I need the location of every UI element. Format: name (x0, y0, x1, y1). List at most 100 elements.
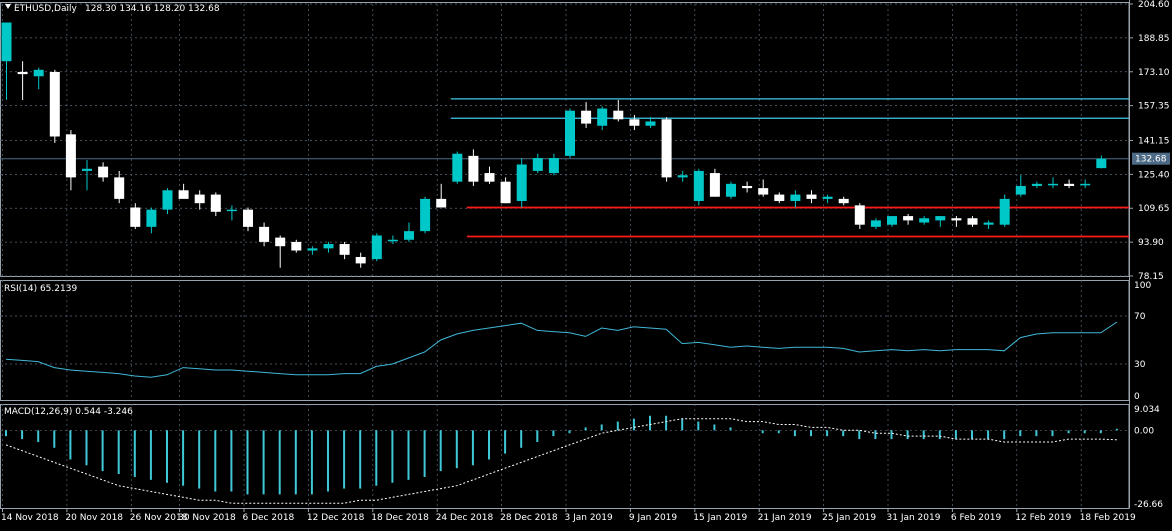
x-tick-label: 31 Jan 2019 (887, 513, 941, 523)
candle-body (951, 218, 962, 221)
candle-body (1048, 183, 1058, 186)
candle-body (371, 235, 382, 260)
candle-body (854, 205, 865, 225)
candle-body (790, 194, 801, 202)
candle-body (259, 226, 270, 242)
x-tick-label: 15 Jan 2019 (693, 513, 747, 523)
rsi-tick-label: 30 (1134, 360, 1146, 370)
candle-body (17, 71, 28, 75)
candle-body (967, 218, 978, 225)
candle-body (1064, 183, 1075, 186)
x-tick-label: 24 Dec 2018 (436, 513, 494, 523)
price-tick-label: 109.65 (1138, 204, 1170, 214)
candle-body (935, 216, 946, 221)
candle-body (178, 190, 189, 199)
rsi-label: RSI(14) 65.2139 (4, 284, 77, 294)
macd-signal-line (5, 418, 1117, 504)
candle-body (210, 194, 221, 212)
candle-body (1, 22, 12, 62)
candle-body (243, 209, 253, 227)
x-tick-label: 28 Dec 2018 (500, 513, 558, 523)
macd-tick-label: 9.034 (1134, 405, 1160, 415)
candle-body (516, 164, 527, 202)
candle-body (1096, 158, 1107, 169)
candle-body (452, 153, 463, 182)
candle-body (709, 173, 720, 197)
x-tick-label: 21 Jan 2019 (758, 513, 812, 523)
price-tick-label: 125.40 (1138, 170, 1170, 180)
rsi-panel (5, 321, 1118, 378)
level-lines (450, 98, 1129, 238)
candle-body (887, 216, 897, 225)
x-tick-label: 12 Dec 2018 (307, 513, 365, 523)
candle-body (130, 207, 141, 227)
rsi-tick-label: 0 (1134, 392, 1140, 402)
price-tick-label: 78.15 (1138, 272, 1164, 282)
x-tick-label: 20 Nov 2018 (65, 513, 123, 523)
candle-body (98, 166, 109, 178)
last-price-label: 132.68 (1135, 155, 1167, 165)
candle-body (532, 158, 543, 171)
candle-body (838, 198, 849, 204)
candle-body (903, 216, 914, 221)
candle-body (404, 231, 414, 240)
candle-body (484, 173, 495, 182)
last-price-badge (1132, 152, 1170, 165)
candle-body (275, 237, 286, 247)
candle-body (226, 209, 237, 212)
candle-body (33, 69, 44, 77)
candle-body (870, 220, 881, 227)
candle-body (629, 119, 640, 126)
candle-body (1031, 183, 1042, 186)
x-tick-label: 18 Feb 2019 (1080, 513, 1136, 523)
candle-body (339, 244, 350, 255)
candle-body (49, 71, 60, 137)
x-tick-label: 6 Dec 2018 (243, 513, 295, 523)
x-tick-label: 18 Dec 2018 (371, 513, 429, 523)
candle-body (677, 175, 688, 178)
candle-body (162, 190, 173, 210)
candle-body (613, 110, 624, 120)
x-tick-label: 12 Feb 2019 (1015, 513, 1071, 523)
candle-body (565, 110, 575, 156)
price-tick-label: 173.10 (1138, 68, 1170, 78)
x-tick-label: 9 Jan 2019 (629, 513, 677, 523)
candle-body (1015, 185, 1026, 195)
candles (1, 22, 1107, 268)
candle-body (194, 194, 205, 204)
candle-body (291, 241, 302, 251)
candle-body (468, 155, 479, 182)
price-tick-label: 157.35 (1138, 102, 1170, 112)
chart-header: ETHUSD,Daily 128.30 134.16 128.20 132.68 (5, 4, 220, 14)
candle-body (758, 188, 769, 195)
chart-symbol-icon (5, 4, 11, 9)
candle-body (645, 121, 656, 126)
candle-body (146, 209, 157, 227)
candle-body (387, 239, 398, 242)
x-tick-label: 3 Jan 2019 (565, 513, 613, 523)
candle-body (983, 222, 994, 225)
candle-body (548, 158, 559, 174)
candle-body (355, 256, 366, 264)
candle-body (822, 196, 833, 199)
candle-body (65, 134, 76, 178)
candle-body (999, 198, 1010, 225)
candle-body (436, 198, 447, 208)
x-tick-label: 26 Nov 2018 (130, 513, 188, 523)
candle-body (1080, 183, 1091, 186)
candle-body (114, 177, 125, 199)
price-tick-label: 141.15 (1138, 136, 1170, 146)
candle-body (323, 244, 334, 249)
macd-tick-label: 0.00 (1134, 426, 1154, 436)
macd-tick-label: -26.66 (1134, 500, 1163, 510)
rsi-line (5, 321, 1118, 378)
chart-symbol: ETHUSD,Daily (14, 4, 77, 14)
x-tick-label: 14 Nov 2018 (1, 513, 59, 523)
macd-label: MACD(12,26,9) 0.544 -3.246 (4, 407, 133, 417)
candle-body (661, 119, 672, 178)
rsi-tick-label: 100 (1134, 281, 1151, 291)
